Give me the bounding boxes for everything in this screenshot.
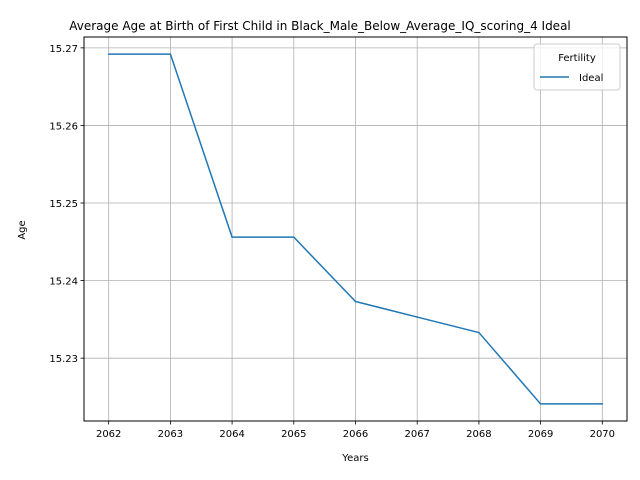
- y-tick-label: 15.23: [49, 354, 78, 365]
- x-tick-label: 2062: [96, 429, 121, 440]
- x-tick-label: 2063: [158, 429, 183, 440]
- x-tick-label: 2066: [343, 429, 368, 440]
- data-point: [169, 53, 172, 55]
- y-tick-label: 15.27: [49, 44, 78, 55]
- data-point: [354, 300, 357, 303]
- legend-box: [533, 43, 621, 91]
- data-point: [293, 236, 295, 238]
- legend: Fertility Ideal: [533, 43, 621, 91]
- x-tick-label: 2064: [219, 429, 244, 440]
- x-tick-label: 2067: [404, 429, 429, 440]
- y-tick-label: 15.24: [49, 277, 78, 288]
- x-axis-label: Years: [341, 453, 368, 464]
- data-point: [416, 316, 418, 318]
- series-layer: [107, 53, 604, 405]
- legend-label: Ideal: [579, 73, 603, 84]
- ticks: 2062 2063 2064 2065 2066 2067 2068 2069 2070 15.2…: [49, 44, 615, 440]
- data-point: [478, 331, 480, 334]
- data-point: [539, 403, 542, 405]
- x-tick-label: 2068: [466, 429, 491, 440]
- grid: [84, 37, 627, 421]
- legend-title: Fertility: [558, 53, 596, 64]
- y-tick-label: 15.26: [49, 121, 78, 132]
- y-tick-label: 15.25: [49, 199, 78, 210]
- y-axis-label: Age: [17, 220, 28, 239]
- x-tick-label: 2070: [590, 429, 615, 440]
- data-point: [601, 403, 604, 405]
- data-point: [231, 236, 233, 238]
- chart-title: Average Age at Birth of First Child in B…: [69, 19, 571, 33]
- x-tick-label: 2069: [528, 429, 553, 440]
- x-tick-label: 2065: [281, 429, 306, 440]
- data-point: [107, 53, 110, 55]
